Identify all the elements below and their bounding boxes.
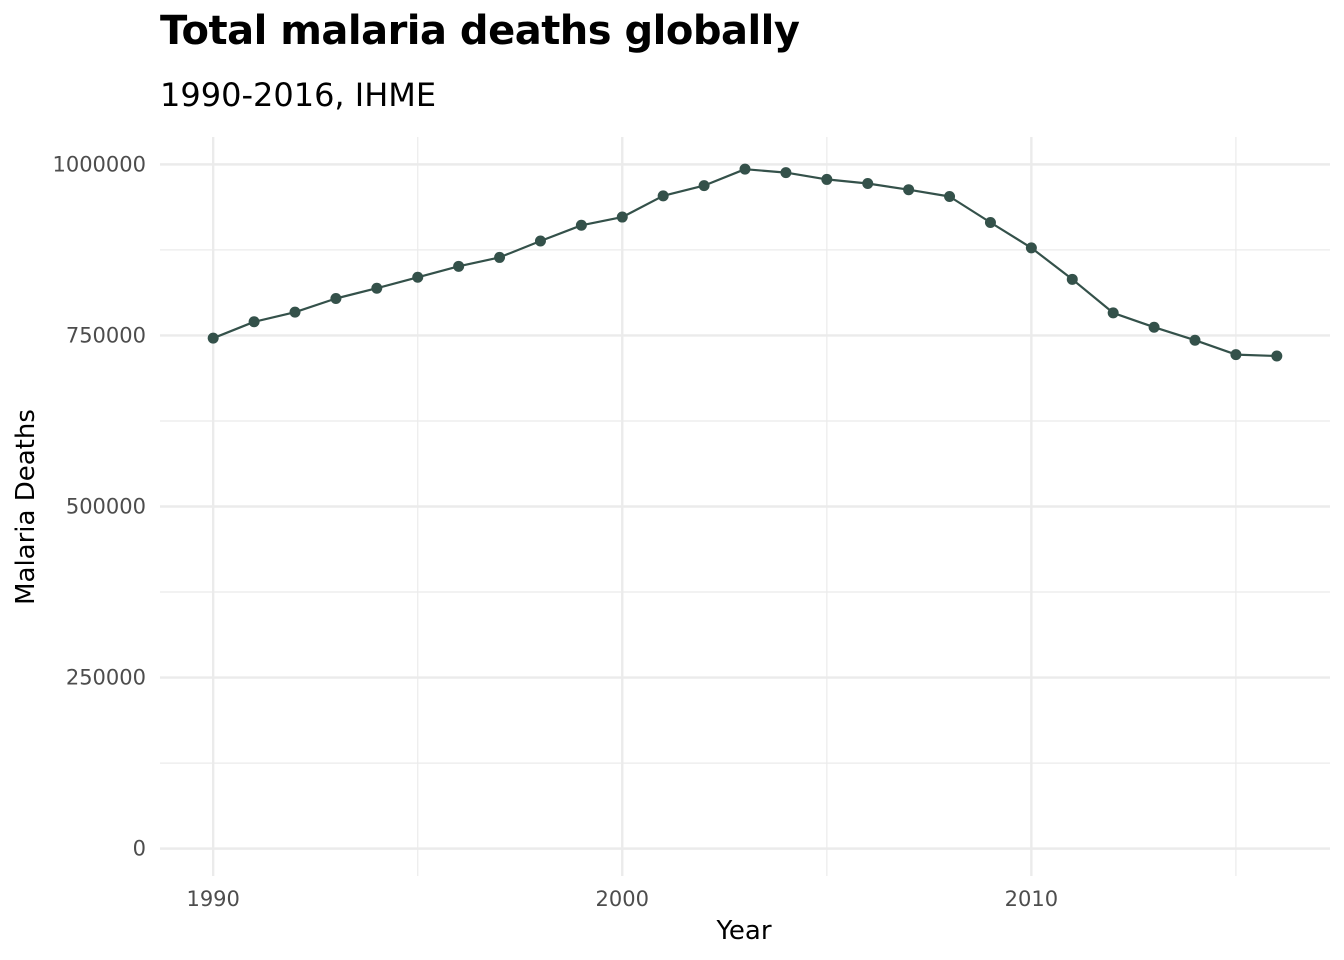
data-point bbox=[494, 251, 506, 263]
data-point bbox=[248, 316, 260, 328]
data-point bbox=[821, 173, 833, 185]
y-tick-label: 250000 bbox=[66, 666, 146, 690]
major-gridlines bbox=[160, 137, 1330, 876]
y-tick-label: 500000 bbox=[66, 495, 146, 519]
data-point bbox=[412, 271, 424, 283]
data-point bbox=[657, 190, 669, 202]
series-layer bbox=[207, 163, 1283, 362]
data-point bbox=[944, 191, 956, 203]
data-point bbox=[862, 178, 874, 190]
chart-title: Total malaria deaths globally bbox=[160, 8, 800, 54]
data-point bbox=[698, 180, 710, 192]
data-point bbox=[1107, 307, 1119, 319]
series-line bbox=[212, 168, 1277, 358]
x-tick-label: 2010 bbox=[1005, 887, 1058, 911]
y-axis-title: Malaria Deaths bbox=[11, 409, 41, 605]
y-tick-label: 750000 bbox=[66, 323, 146, 347]
data-point bbox=[575, 219, 587, 231]
y-axis-tick-labels: 0 250000 500000 750000 1000000 bbox=[52, 152, 146, 860]
data-point bbox=[1025, 242, 1037, 254]
x-tick-label: 2000 bbox=[596, 887, 649, 911]
data-point bbox=[1066, 273, 1078, 285]
data-point bbox=[984, 217, 996, 229]
data-point bbox=[903, 184, 915, 196]
data-point bbox=[330, 292, 342, 304]
data-point bbox=[1271, 350, 1283, 362]
chart-subtitle: 1990-2016, IHME bbox=[160, 76, 437, 114]
x-axis-title: Year bbox=[715, 916, 771, 946]
x-axis-tick-labels: 1990 2000 2010 bbox=[186, 887, 1058, 911]
data-point bbox=[453, 260, 465, 272]
x-tick-label: 1990 bbox=[186, 887, 239, 911]
data-point bbox=[616, 211, 628, 223]
data-point bbox=[289, 306, 301, 318]
data-point bbox=[207, 332, 219, 344]
data-point bbox=[1230, 349, 1242, 361]
data-point bbox=[534, 235, 546, 247]
y-tick-label: 0 bbox=[133, 837, 146, 861]
data-point bbox=[1189, 334, 1201, 346]
data-point bbox=[739, 163, 751, 175]
data-point bbox=[780, 167, 792, 179]
y-tick-label: 1000000 bbox=[52, 152, 146, 176]
data-point bbox=[371, 282, 383, 294]
data-point bbox=[1148, 321, 1160, 333]
